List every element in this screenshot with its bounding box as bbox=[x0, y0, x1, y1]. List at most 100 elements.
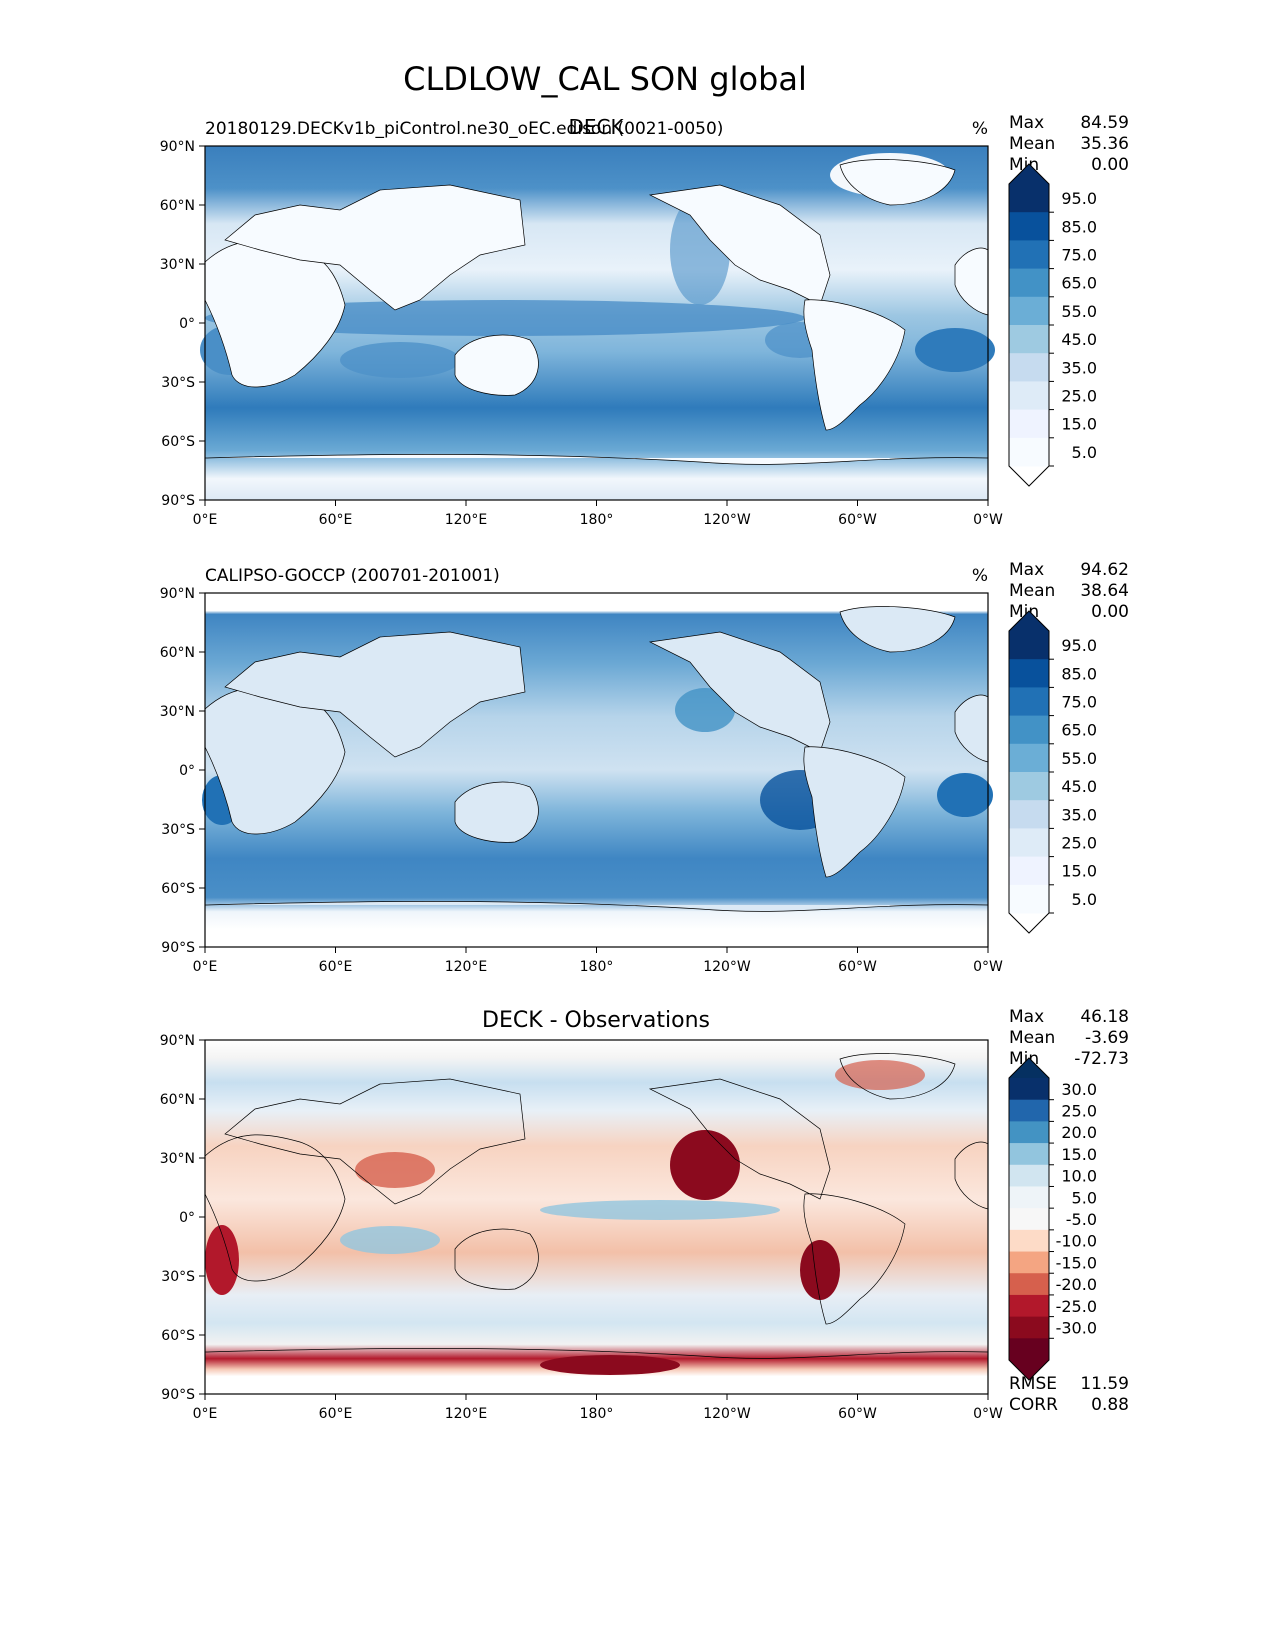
field-feature bbox=[915, 328, 995, 372]
stats-diff: Max Mean Min 46.18 -3.69 -72.73 RMSE COR… bbox=[1009, 1007, 1129, 1415]
stat-value-rmse: 11.59 bbox=[1080, 1374, 1129, 1394]
colorbar-tick-label: 55.0 bbox=[1061, 302, 1097, 321]
colorbar-model: 95.0 85.0 75.0 65.0 55.0 45.0 35.0 25.0 15.0 5.0 bbox=[1008, 163, 1097, 487]
colorbar-segment bbox=[1009, 240, 1049, 270]
x-tick-label: 60°E bbox=[319, 1406, 353, 1422]
panel-diff-center-title: DECK - Observations bbox=[482, 1008, 710, 1033]
colorbar-tick-label: 5.0 bbox=[1072, 443, 1097, 462]
colorbar-segment bbox=[1009, 828, 1049, 858]
colorbar-tick-label: 5.0 bbox=[1072, 890, 1097, 909]
x-tick-label: 180° bbox=[580, 959, 614, 975]
field-feature bbox=[205, 1225, 239, 1295]
stat-value-mean: 35.36 bbox=[1080, 134, 1129, 154]
x-tick-label: 0°W bbox=[973, 1406, 1003, 1422]
x-tick-label: 60°W bbox=[838, 959, 877, 975]
colorbar-extend-high bbox=[1009, 611, 1049, 631]
x-tick-label: 120°E bbox=[445, 512, 488, 528]
colorbar-segment bbox=[1009, 1078, 1049, 1101]
panel-diff: 90°N 60°N 30°N 0° 30°S 60°S 90°S 0°E 60°E 120°E 18… bbox=[160, 1007, 1129, 1422]
figure-title: CLDLOW_CAL SON global bbox=[403, 60, 807, 98]
field-feature bbox=[340, 1226, 440, 1254]
colorbar-tick-label: 45.0 bbox=[1061, 330, 1097, 349]
y-tick-label: 0° bbox=[179, 316, 195, 332]
colorbar-segment bbox=[1009, 212, 1049, 241]
stat-label-max: Max bbox=[1009, 113, 1044, 133]
field-feature bbox=[540, 1355, 680, 1375]
colorbar-segment bbox=[1009, 687, 1049, 717]
colorbar-tick-label: 45.0 bbox=[1061, 777, 1097, 796]
colorbar-segment bbox=[1009, 1143, 1049, 1166]
x-tick-label: 180° bbox=[580, 1406, 614, 1422]
y-tick-label: 30°S bbox=[161, 375, 195, 391]
panel-obs: 90°N 60°N 30°N 0° 30°S 60°S 90°S 0°E 60°E 120°E 18… bbox=[160, 560, 1129, 975]
x-tick-label: 0°W bbox=[973, 959, 1003, 975]
y-tick-label: 90°S bbox=[161, 940, 195, 956]
colorbar-tick-label: -10.0 bbox=[1056, 1232, 1097, 1251]
stat-value-min: 0.00 bbox=[1091, 602, 1129, 622]
colorbar-tick-label: 5.0 bbox=[1072, 1188, 1097, 1207]
colorbar-tick-label: 75.0 bbox=[1061, 693, 1097, 712]
colorbar-extend-high bbox=[1009, 164, 1049, 184]
colorbar-segment bbox=[1009, 1316, 1049, 1339]
colorbar-segment bbox=[1009, 856, 1049, 886]
colorbar-segment bbox=[1009, 1164, 1049, 1187]
field-feature bbox=[835, 1060, 925, 1090]
colorbar-tick-label: 25.0 bbox=[1061, 834, 1097, 853]
axes-diff: 90°N 60°N 30°N 0° 30°S 60°S 90°S 0°E 60°E 120°E 18… bbox=[160, 1033, 1003, 1422]
stat-value-min: -72.73 bbox=[1074, 1049, 1129, 1069]
stat-value-mean: -3.69 bbox=[1085, 1028, 1129, 1048]
colorbar-segment bbox=[1009, 353, 1049, 382]
stat-label-rmse: RMSE bbox=[1009, 1374, 1057, 1394]
y-tick-label: 0° bbox=[179, 763, 195, 779]
y-tick-label: 60°N bbox=[160, 645, 195, 661]
colorbar-segment bbox=[1009, 325, 1049, 354]
panel-model-center-title: DECK bbox=[568, 115, 624, 139]
field-feature bbox=[675, 688, 735, 732]
colorbar-extend-low bbox=[1009, 466, 1049, 486]
land-model bbox=[204, 159, 989, 465]
stat-label-mean: Mean bbox=[1009, 581, 1055, 601]
x-tick-label: 0°E bbox=[193, 1406, 218, 1422]
colorbar-segment bbox=[1009, 1338, 1049, 1361]
panel-model-left-title: 20180129.DECKv1b_piControl.ne30_oEC.edis… bbox=[205, 119, 723, 139]
stat-label-max: Max bbox=[1009, 1007, 1044, 1027]
colorbar-tick-label: 85.0 bbox=[1061, 217, 1097, 236]
colorbar-tick-label: 15.0 bbox=[1061, 415, 1097, 434]
colorbar-segment bbox=[1009, 268, 1049, 298]
y-tick-label: 60°S bbox=[161, 881, 195, 897]
field-feature bbox=[800, 1240, 840, 1300]
colorbar-segment bbox=[1009, 1121, 1049, 1144]
map-model bbox=[200, 145, 995, 501]
colorbar-segment bbox=[1009, 184, 1049, 213]
x-tick-label: 0°E bbox=[193, 512, 218, 528]
y-tick-label: 60°S bbox=[161, 434, 195, 450]
panel-obs-left-title: CALIPSO-GOCCP (200701-201001) bbox=[205, 566, 500, 586]
stat-value-corr: 0.88 bbox=[1091, 1395, 1129, 1415]
colorbar-segment bbox=[1009, 1186, 1049, 1209]
x-tick-label: 60°W bbox=[838, 1406, 877, 1422]
colorbar-segment bbox=[1009, 296, 1049, 326]
colorbar-segment bbox=[1009, 884, 1049, 914]
colorbar-tick-label: 35.0 bbox=[1061, 358, 1097, 377]
field-feature bbox=[340, 342, 460, 378]
colorbar-segment bbox=[1009, 772, 1049, 801]
x-tick-label: 120°W bbox=[703, 1406, 751, 1422]
field-feature bbox=[937, 773, 993, 817]
land-obs bbox=[204, 606, 989, 912]
panel-model-units: % bbox=[972, 119, 988, 139]
stat-value-max: 84.59 bbox=[1080, 113, 1129, 133]
colorbar-segment bbox=[1009, 1208, 1049, 1231]
y-tick-label: 90°S bbox=[161, 493, 195, 509]
colorbar-tick-label: 65.0 bbox=[1061, 721, 1097, 740]
colorbar-segment bbox=[1009, 1251, 1049, 1274]
y-tick-label: 60°S bbox=[161, 1328, 195, 1344]
stats-model: Max Mean Min 84.59 35.36 0.00 bbox=[1009, 113, 1129, 175]
stat-value-min: 0.00 bbox=[1091, 155, 1129, 175]
colorbar-segment bbox=[1009, 800, 1049, 829]
x-tick-label: 120°W bbox=[703, 959, 751, 975]
x-tick-label: 60°E bbox=[319, 959, 353, 975]
map-obs bbox=[202, 592, 993, 948]
stat-value-max: 94.62 bbox=[1080, 560, 1129, 580]
y-tick-label: 30°N bbox=[160, 1151, 195, 1167]
